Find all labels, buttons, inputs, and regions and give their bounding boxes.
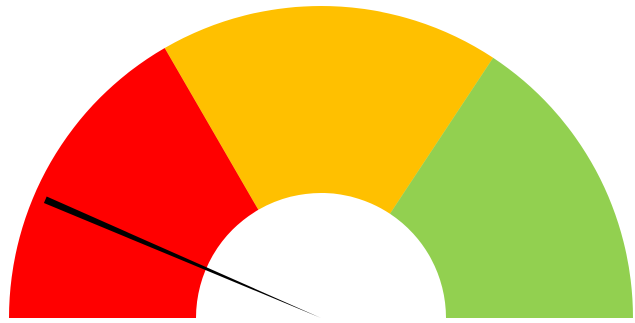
gauge-bands	[9, 5, 633, 319]
gauge-band-2	[164, 5, 494, 214]
gauge-needle	[43, 196, 322, 318]
gauge-band-3	[389, 57, 633, 319]
gauge-needle-layer	[43, 196, 322, 318]
gauge-band-1	[9, 47, 259, 318]
